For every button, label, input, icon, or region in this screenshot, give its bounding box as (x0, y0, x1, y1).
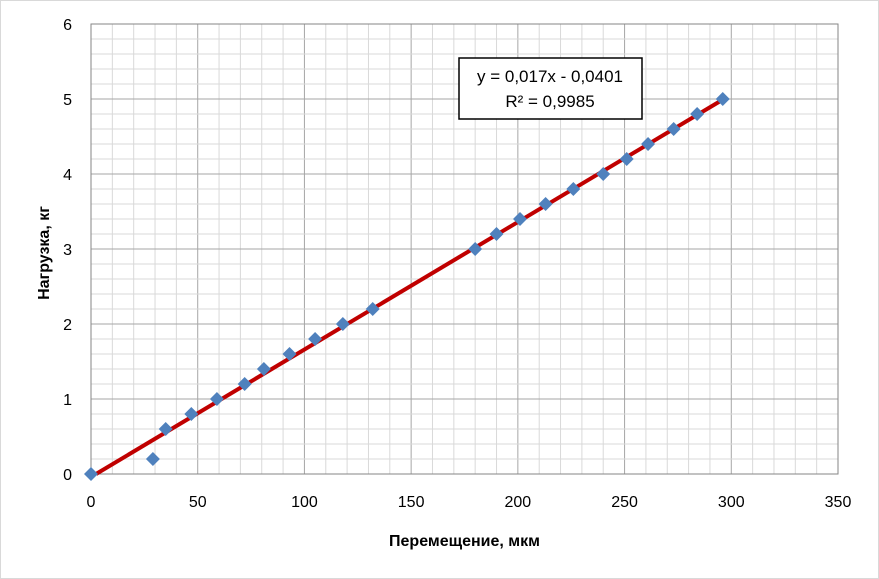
data-point-diamond (468, 242, 483, 256)
y-tick-label: 6 (63, 17, 72, 34)
data-point-diamond (666, 122, 681, 136)
data-point-diamond (184, 407, 199, 421)
trendline-r-squared: R² = 0,9985 (505, 92, 594, 111)
plot-area-border (90, 23, 839, 475)
trendline-equation: y = 0,017x - 0,0401 (477, 67, 623, 86)
data-point-diamond (512, 212, 527, 226)
trendline (95, 97, 724, 476)
data-point-diamond (690, 107, 705, 121)
data-point-diamond (335, 317, 350, 331)
x-tick-label: 350 (825, 494, 852, 511)
data-point-diamond (282, 347, 297, 361)
data-point-diamond (596, 167, 611, 181)
y-tick-label: 5 (63, 92, 72, 109)
x-axis-title: Перемещение, мкм (389, 533, 540, 550)
y-axis-tick-labels: 0 1 2 3 4 5 6 (63, 17, 72, 484)
x-tick-label: 100 (291, 494, 318, 511)
data-point-diamond (489, 227, 504, 241)
x-tick-label: 200 (505, 494, 532, 511)
data-point-diamond (256, 362, 271, 376)
x-axis-tick-labels: 0 50 100 150 200 250 300 350 (87, 494, 852, 511)
x-tick-label: 300 (718, 494, 745, 511)
x-tick-label: 50 (189, 494, 207, 511)
data-points (84, 92, 730, 481)
data-point-diamond (145, 452, 160, 466)
data-point-diamond (84, 467, 98, 481)
data-point-diamond (715, 92, 730, 106)
equation-box-border (458, 57, 643, 120)
x-tick-label: 150 (398, 494, 425, 511)
x-tick-label: 0 (87, 494, 96, 511)
data-point-diamond (566, 182, 581, 196)
data-point-diamond (308, 332, 323, 346)
data-point-diamond (237, 377, 252, 391)
x-tick-label: 250 (611, 494, 638, 511)
data-point-diamond (365, 302, 380, 316)
y-tick-label: 3 (63, 242, 72, 259)
data-point-diamond (158, 422, 173, 436)
data-point-diamond (619, 152, 634, 166)
trendline-equation-box: y = 0,017x - 0,0401 R² = 0,9985 (458, 57, 643, 120)
trendline-group (95, 97, 724, 476)
y-tick-label: 0 (63, 467, 72, 484)
y-tick-label: 4 (63, 167, 72, 184)
data-point-diamond (538, 197, 553, 211)
y-tick-label: 1 (63, 392, 72, 409)
data-point-diamond (641, 137, 656, 151)
data-point-diamond (209, 392, 224, 406)
y-axis-title: Нагрузка, кг (36, 206, 53, 300)
y-tick-label: 2 (63, 317, 72, 334)
